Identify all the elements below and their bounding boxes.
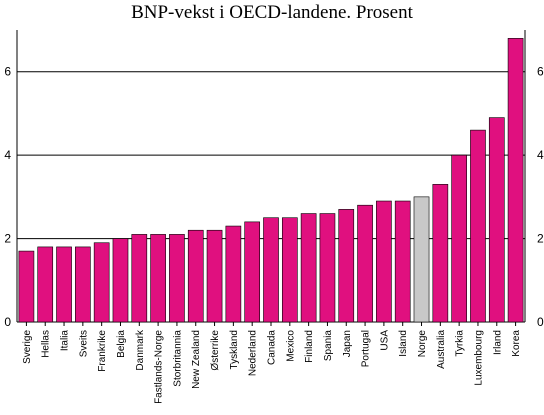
bar-2 <box>56 246 72 323</box>
bar-25 <box>488 117 505 323</box>
bar-17 <box>338 209 355 323</box>
x-tick-label: Danmark <box>135 329 146 371</box>
bar-23 <box>451 154 467 323</box>
chart-title: BNP-vekst i OECD-landene. Prosent <box>131 2 413 23</box>
y-tick-label-left: 0 <box>4 315 11 329</box>
x-tick-label: Irland <box>492 330 503 355</box>
bar-9 <box>187 229 204 323</box>
bar-0 <box>18 250 35 323</box>
bar-21 <box>413 196 430 323</box>
x-tick-label: Nederland <box>248 330 259 376</box>
y-tick-label-left: 4 <box>4 148 11 162</box>
x-tick-label: Sveits <box>78 330 89 357</box>
y-tick-label-right: 4 <box>537 148 544 162</box>
bar-7 <box>150 234 166 323</box>
bar-16 <box>319 213 336 323</box>
x-tick-label: Sverige <box>22 330 33 364</box>
y-tick-label-right: 2 <box>537 232 544 246</box>
x-tick-label: USA <box>379 330 390 351</box>
bar-12 <box>244 221 261 323</box>
x-tick-label: Østerrike <box>210 330 221 371</box>
x-tick-label: Japan <box>342 330 353 357</box>
x-tick-label: New Zealand <box>191 330 202 389</box>
x-tick-label: Belgia <box>116 330 127 358</box>
y-tick-label-left: 2 <box>4 232 11 246</box>
bar-18 <box>357 204 373 323</box>
x-tick-label: Portugal <box>361 330 372 367</box>
bar-13 <box>263 217 279 323</box>
x-tick-label: Fastlands-Norge <box>154 330 165 404</box>
x-tick-label: Finland <box>304 330 315 363</box>
bar-14 <box>281 217 298 323</box>
y-tick-label-right: 0 <box>537 315 544 329</box>
bar-11 <box>225 225 242 323</box>
x-tick-label: Storbritannia <box>172 330 183 387</box>
x-tick-label: Tyskland <box>229 330 240 369</box>
bar-5 <box>112 238 129 323</box>
x-tick-label: Australia <box>436 330 447 369</box>
x-tick-label: Spania <box>323 330 334 362</box>
bar-26 <box>507 38 524 323</box>
bar-1 <box>37 246 54 323</box>
x-tick-label: Canada <box>267 330 278 365</box>
bar-8 <box>169 234 185 323</box>
x-tick-label: Island <box>398 330 409 357</box>
x-tick-label: Tyrkia <box>455 330 466 357</box>
bar-10 <box>206 229 223 323</box>
bar-4 <box>93 242 110 323</box>
x-tick-label: Italia <box>60 330 71 352</box>
x-tick-label: Frankrike <box>97 330 108 372</box>
y-tick-label-left: 6 <box>4 65 11 79</box>
x-tick-label: Korea <box>511 330 522 357</box>
x-tick-label: Luxembourg <box>473 330 484 386</box>
bar-19 <box>376 200 392 323</box>
bar-24 <box>470 129 486 323</box>
bar-15 <box>300 213 317 323</box>
x-tick-label: Norge <box>417 330 428 358</box>
bar-6 <box>131 234 148 323</box>
bar-22 <box>432 184 449 323</box>
y-tick-label-right: 6 <box>537 65 544 79</box>
x-tick-label: Hellas <box>41 330 52 358</box>
x-tick-label: Mexico <box>285 330 296 362</box>
bar-3 <box>75 246 91 323</box>
bar-20 <box>394 200 411 323</box>
